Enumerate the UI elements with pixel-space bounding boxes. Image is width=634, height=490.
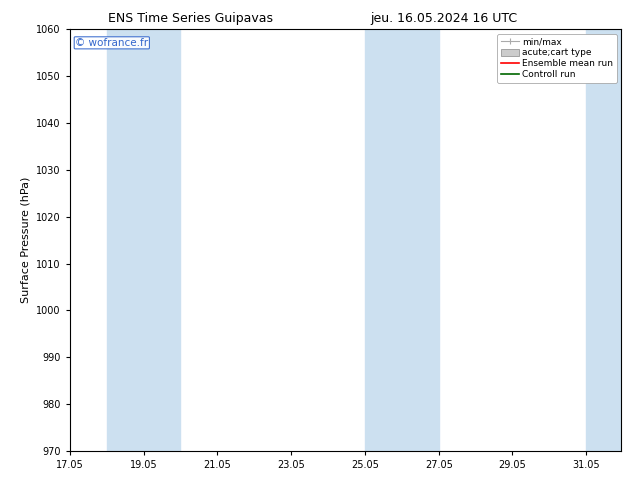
Y-axis label: Surface Pressure (hPa): Surface Pressure (hPa) <box>20 177 30 303</box>
Bar <box>586 29 621 451</box>
Text: ENS Time Series Guipavas: ENS Time Series Guipavas <box>108 12 273 25</box>
Text: © wofrance.fr: © wofrance.fr <box>75 38 148 48</box>
Bar <box>107 29 181 451</box>
Text: jeu. 16.05.2024 16 UTC: jeu. 16.05.2024 16 UTC <box>370 12 517 25</box>
Legend: min/max, acute;cart type, Ensemble mean run, Controll run: min/max, acute;cart type, Ensemble mean … <box>497 34 617 82</box>
Bar <box>365 29 439 451</box>
